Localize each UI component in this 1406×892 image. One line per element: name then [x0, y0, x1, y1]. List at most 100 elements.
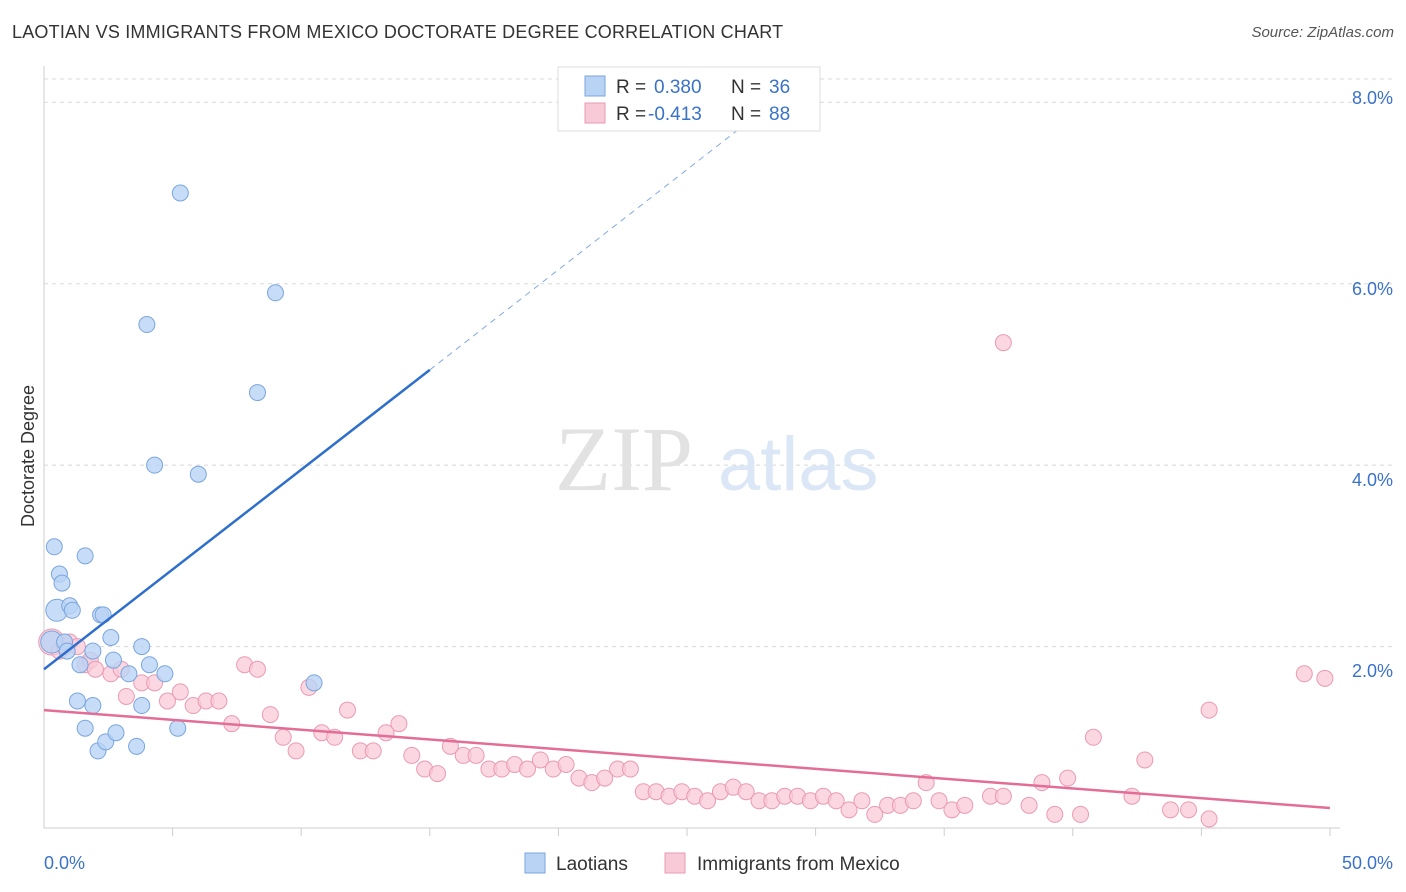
mexico-point [1162, 801, 1180, 819]
laotian-point [133, 638, 151, 656]
laotian-point [71, 656, 89, 674]
mexico-point [403, 746, 421, 764]
stats-box: R = 0.380 N = 36 R = -0.413 N = 88 [557, 66, 821, 132]
mexico-point [994, 787, 1012, 805]
mexico-point [1295, 665, 1313, 683]
mexico-point [956, 796, 974, 814]
bottom-legend: Laotians Immigrants from Mexico [524, 852, 900, 875]
trendlines [43, 129, 1331, 810]
watermark-atlas: atlas [718, 422, 879, 507]
mexico-trendline [43, 708, 1331, 810]
x-tick-label-max: 50.0% [1342, 853, 1393, 873]
mexico-point [1072, 805, 1090, 823]
mexico-point [1046, 805, 1064, 823]
mexico-point [1316, 669, 1334, 687]
mexico-point [1084, 728, 1102, 746]
mexico-point [338, 701, 356, 719]
laotian-point [171, 184, 189, 202]
mexico-point [699, 792, 717, 810]
mexico-point [866, 805, 884, 823]
stats-blue-n-value: 36 [769, 77, 790, 98]
laotian-point [156, 665, 174, 683]
source-label: Source: ZipAtlas.com [1251, 24, 1394, 41]
y-tick-label-4: 4.0% [1352, 470, 1393, 490]
mexico-point [519, 760, 537, 778]
mexico-point [1180, 801, 1198, 819]
laotian-point [104, 651, 122, 669]
laotian-point [169, 719, 187, 737]
mexico-point [596, 769, 614, 787]
y-tick-label-8: 8.0% [1352, 88, 1393, 108]
mexico-point [467, 746, 485, 764]
mexico-point [248, 660, 266, 678]
legend-pink-swatch [664, 852, 686, 874]
stats-pink-r-value: -0.413 [648, 104, 702, 125]
laotian-point [76, 719, 94, 737]
legend-pink-label: Immigrants from Mexico [697, 854, 900, 875]
y-tick-label-6: 6.0% [1352, 279, 1393, 299]
stats-pink-n-value: 88 [769, 104, 790, 125]
legend-blue-swatch [524, 852, 546, 874]
mexico-point [621, 760, 639, 778]
mexico-point [158, 692, 176, 710]
mexico-points [38, 334, 1334, 828]
x-tick-label-min: 0.0% [44, 853, 85, 873]
mexico-point [1200, 810, 1218, 828]
mexico-point [117, 687, 135, 705]
stats-pink-swatch [584, 102, 606, 124]
y-tick-labels: 2.0% 4.0% 6.0% 8.0% [1352, 88, 1393, 681]
mexico-point [1020, 796, 1038, 814]
mexico-point [531, 751, 549, 769]
watermark-zip: ZIP [555, 408, 693, 510]
laotian-point [53, 574, 71, 592]
laotian-point [84, 642, 102, 660]
laotian-points [40, 184, 323, 760]
mexico-point [853, 792, 871, 810]
laotian-point [248, 384, 266, 402]
mexico-point [1136, 751, 1154, 769]
laotian-point [76, 547, 94, 565]
laotian-point [266, 284, 284, 302]
stats-blue-n-label: N = [731, 77, 761, 98]
mexico-point [904, 792, 922, 810]
mexico-point [390, 715, 408, 733]
chart-title: LAOTIAN VS IMMIGRANTS FROM MEXICO DOCTOR… [12, 22, 784, 42]
stats-pink-n-label: N = [731, 104, 761, 125]
mexico-point [274, 728, 292, 746]
stats-blue-swatch [584, 75, 606, 97]
laotian-point [107, 724, 125, 742]
laotian-point [68, 692, 86, 710]
laotian-point [63, 601, 81, 619]
laotian-point [120, 665, 138, 683]
mexico-point [557, 756, 575, 773]
laotian-point [84, 697, 102, 715]
mexico-point [261, 706, 279, 724]
laotian-point [140, 656, 158, 674]
mexico-point [210, 692, 228, 710]
mexico-point [1123, 787, 1141, 805]
mexico-point [930, 792, 948, 810]
mexico-point [1033, 774, 1051, 792]
mexico-point [86, 660, 104, 678]
laotian-point [133, 697, 151, 715]
laotian-point [138, 316, 156, 334]
mexico-point [287, 742, 305, 760]
x-ticks [172, 828, 1331, 836]
mexico-point [840, 801, 858, 819]
laotian-point [128, 737, 146, 755]
legend-blue-label: Laotians [556, 854, 628, 875]
gridlines [44, 78, 1395, 648]
laotian-point [102, 629, 120, 646]
mexico-point [994, 334, 1012, 352]
stats-blue-r-value: 0.380 [654, 77, 702, 98]
mexico-point [737, 783, 755, 801]
stats-blue-r-label: R = [616, 77, 646, 98]
mexico-point [429, 765, 447, 783]
mexico-point [364, 742, 382, 760]
y-tick-label-2: 2.0% [1352, 661, 1393, 681]
laotian-point [305, 674, 323, 692]
y-axis-label: Doctorate Degree [18, 385, 38, 527]
mexico-point [1059, 769, 1077, 787]
laotian-trendline [43, 368, 431, 671]
